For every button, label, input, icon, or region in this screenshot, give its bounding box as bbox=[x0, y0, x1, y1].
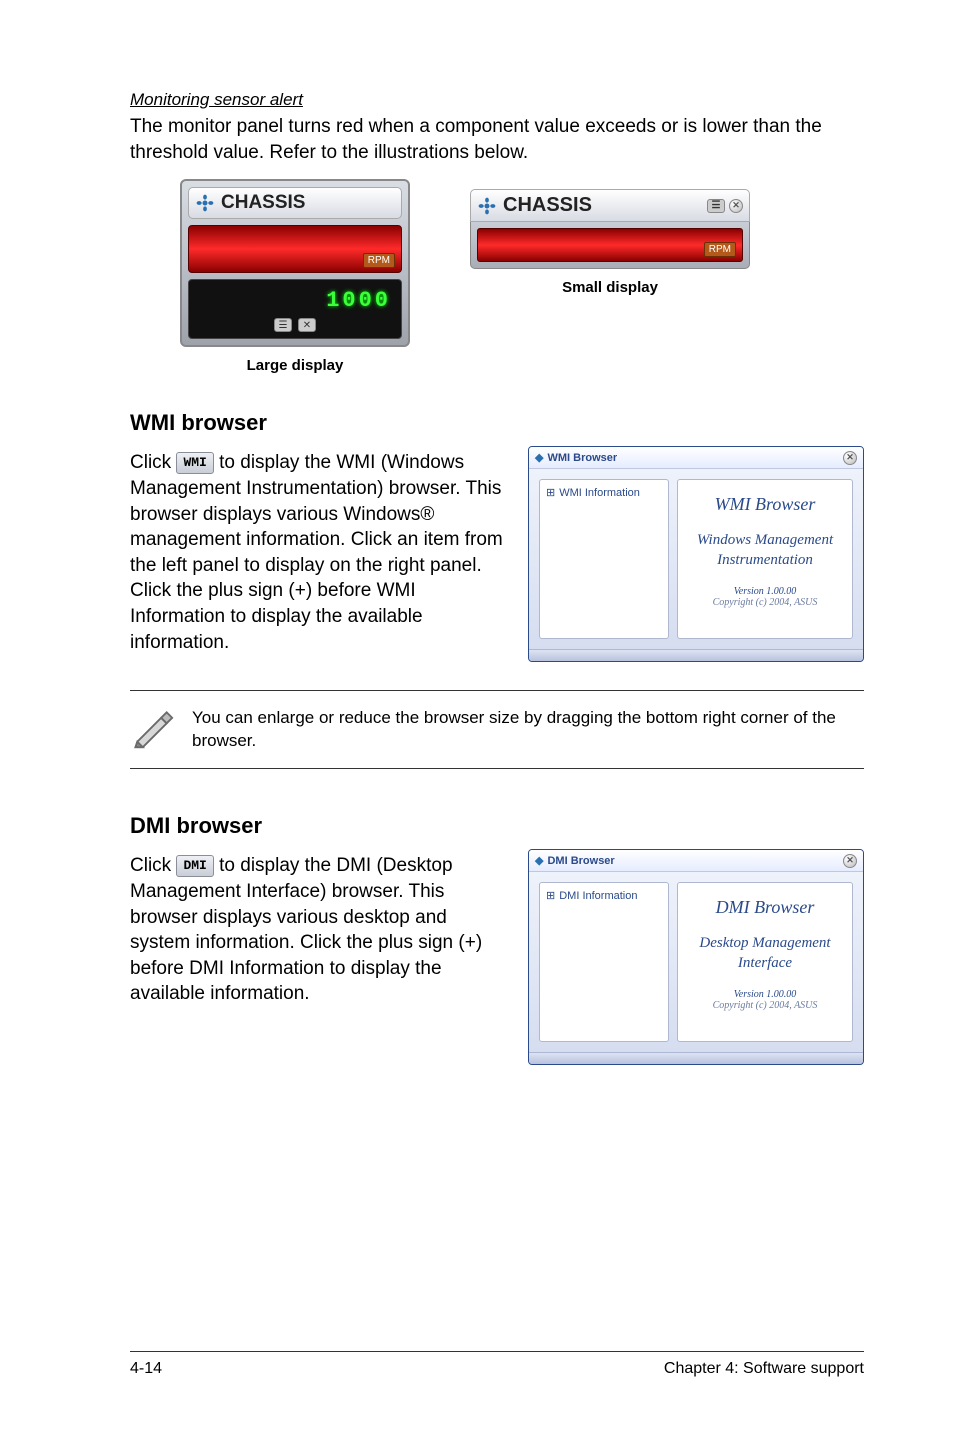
note-row: You can enlarge or reduce the browser si… bbox=[130, 690, 864, 769]
dmi-tree-panel: ⊞ DMI Information bbox=[539, 882, 669, 1042]
dmi-main-title: DMI Browser bbox=[716, 897, 815, 918]
wmi-tree-panel: ⊞ WMI Information bbox=[539, 479, 669, 639]
plus-icon: ⊞ bbox=[546, 889, 555, 902]
monitoring-heading: Monitoring sensor alert bbox=[130, 90, 864, 110]
small-display-caption: Small display bbox=[470, 279, 750, 296]
wmi-version: Version 1.00.00 bbox=[713, 586, 818, 597]
close-icon: ✕ bbox=[843, 854, 857, 868]
large-panel-header: CHASSIS bbox=[188, 187, 402, 219]
dmi-copyright: Copyright (c) 2004, ASUS bbox=[713, 1000, 818, 1011]
note-text: You can enlarge or reduce the browser si… bbox=[192, 707, 864, 753]
config-icon: ☰ bbox=[274, 318, 292, 332]
large-panel-title: CHASSIS bbox=[221, 192, 305, 214]
large-display-caption: Large display bbox=[180, 357, 410, 374]
lcd-value: 1000 bbox=[326, 288, 391, 313]
rpm-badge: RPM bbox=[363, 253, 395, 268]
wmi-window-titlebar: ◆ WMI Browser ✕ bbox=[529, 447, 863, 469]
dmi-sub-line1: Desktop Management bbox=[699, 935, 830, 951]
wmi-button[interactable]: WMI bbox=[176, 452, 213, 474]
large-panel-lcd: 1000 ☰ ✕ bbox=[188, 279, 402, 339]
dmi-tree-label: DMI Information bbox=[559, 890, 637, 902]
dmi-window-title: DMI Browser bbox=[547, 855, 614, 867]
dmi-window: ◆ DMI Browser ✕ ⊞ DMI Information DMI Br… bbox=[528, 849, 864, 1065]
wmi-main-subtitle: Windows Management Instrumentation bbox=[697, 531, 833, 570]
plus-icon: ⊞ bbox=[546, 486, 555, 499]
wmi-tree-label: WMI Information bbox=[559, 487, 640, 499]
wmi-text-part2: to display the WMI (Windows Management I… bbox=[130, 452, 503, 652]
rpm-badge: RPM bbox=[704, 242, 736, 257]
dmi-window-titlebar: ◆ DMI Browser ✕ bbox=[529, 850, 863, 872]
dmi-main-panel: DMI Browser Desktop Management Interface… bbox=[677, 882, 853, 1042]
dmi-version: Version 1.00.00 bbox=[713, 989, 818, 1000]
wmi-tree-root: ⊞ WMI Information bbox=[546, 486, 662, 499]
dmi-text-part1: Click bbox=[130, 855, 176, 876]
wmi-section-title: WMI browser bbox=[130, 410, 864, 436]
monitoring-body: The monitor panel turns red when a compo… bbox=[130, 114, 864, 165]
pencil-icon bbox=[130, 705, 174, 754]
large-panel: CHASSIS RPM 1000 ☰ ✕ bbox=[180, 179, 410, 347]
resize-grip bbox=[529, 649, 863, 661]
wmi-sub-line1: Windows Management bbox=[697, 532, 833, 548]
small-panel-body: RPM bbox=[470, 222, 750, 269]
dmi-sub-line2: Interface bbox=[738, 955, 792, 971]
close-icon: ✕ bbox=[843, 451, 857, 465]
fan-icon bbox=[195, 193, 215, 213]
small-panel-red-area: RPM bbox=[477, 228, 743, 262]
small-panel-title: CHASSIS bbox=[503, 194, 592, 217]
dmi-section-title: DMI browser bbox=[130, 813, 864, 839]
dmi-section: Click DMI to display the DMI (Desktop Ma… bbox=[130, 849, 864, 1065]
page-footer: 4-14 Chapter 4: Software support bbox=[130, 1351, 864, 1378]
app-icon: ◆ bbox=[535, 451, 543, 464]
dmi-main-subtitle: Desktop Management Interface bbox=[699, 934, 830, 973]
large-display-figure: CHASSIS RPM 1000 ☰ ✕ Large display bbox=[130, 179, 410, 374]
large-panel-red-area: RPM bbox=[188, 225, 402, 273]
wmi-copyright: Copyright (c) 2004, ASUS bbox=[713, 597, 818, 608]
display-figures-row: CHASSIS RPM 1000 ☰ ✕ Large display bbox=[130, 179, 864, 374]
wmi-text-part1: Click bbox=[130, 452, 176, 473]
dmi-text-part2: to display the DMI (Desktop Management I… bbox=[130, 855, 482, 1004]
panel-footer-icons: ☰ ✕ bbox=[274, 318, 316, 332]
wmi-sub-line2: Instrumentation bbox=[717, 552, 813, 568]
wmi-window-title: WMI Browser bbox=[547, 452, 617, 464]
small-display-figure: CHASSIS ☰ ✕ RPM Small display bbox=[430, 179, 864, 374]
dmi-tree-root: ⊞ DMI Information bbox=[546, 889, 662, 902]
wmi-main-title: WMI Browser bbox=[715, 494, 816, 515]
dmi-window-body: ⊞ DMI Information DMI Browser Desktop Ma… bbox=[529, 872, 863, 1052]
dmi-screenshot: ◆ DMI Browser ✕ ⊞ DMI Information DMI Br… bbox=[528, 849, 864, 1065]
chapter-label: Chapter 4: Software support bbox=[664, 1360, 864, 1378]
fan-icon bbox=[477, 196, 497, 216]
wmi-body-text: Click WMI to display the WMI (Windows Ma… bbox=[130, 450, 510, 662]
small-panel-header: CHASSIS ☰ ✕ bbox=[470, 189, 750, 222]
resize-grip bbox=[529, 1052, 863, 1064]
dmi-body-text: Click DMI to display the DMI (Desktop Ma… bbox=[130, 853, 510, 1065]
wmi-main-panel: WMI Browser Windows Management Instrumen… bbox=[677, 479, 853, 639]
config-icon: ☰ bbox=[707, 199, 725, 213]
page-number: 4-14 bbox=[130, 1360, 162, 1378]
wmi-section: Click WMI to display the WMI (Windows Ma… bbox=[130, 446, 864, 662]
close-icon: ✕ bbox=[298, 318, 316, 332]
app-icon: ◆ bbox=[535, 854, 543, 867]
wmi-window: ◆ WMI Browser ✕ ⊞ WMI Information WMI Br… bbox=[528, 446, 864, 662]
dmi-button[interactable]: DMI bbox=[176, 855, 213, 877]
close-icon: ✕ bbox=[729, 199, 743, 213]
wmi-screenshot: ◆ WMI Browser ✕ ⊞ WMI Information WMI Br… bbox=[528, 446, 864, 662]
wmi-window-body: ⊞ WMI Information WMI Browser Windows Ma… bbox=[529, 469, 863, 649]
